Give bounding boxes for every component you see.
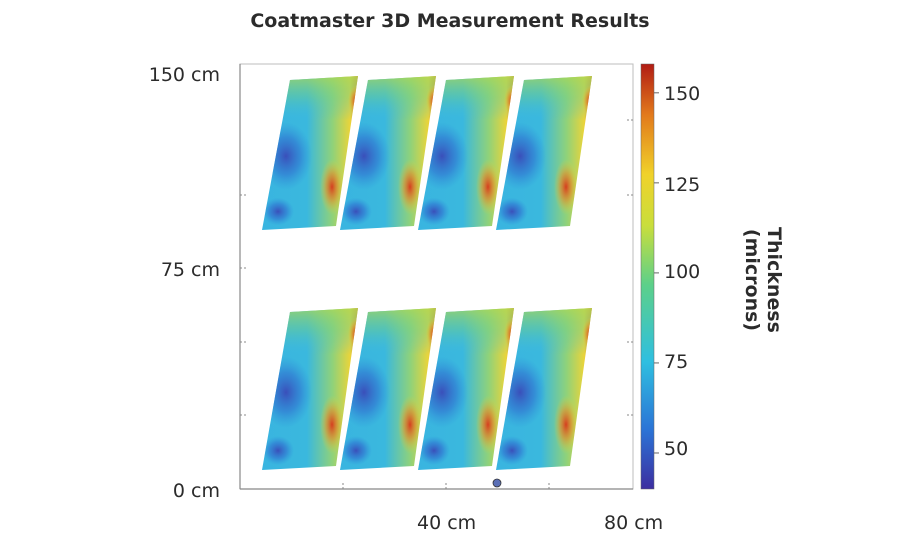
panel-layer	[262, 76, 592, 488]
colorbar-tick-50: 50	[664, 438, 689, 460]
plot-frame	[239, 63, 634, 490]
colorbar	[640, 63, 659, 490]
y-tick-label-75: 75 cm	[160, 259, 220, 281]
y-tick-label-0: 0 cm	[172, 480, 220, 502]
colorbar-tick-75: 75	[664, 351, 689, 373]
origin-marker	[492, 478, 502, 488]
y-tick-label-150: 150 cm	[148, 64, 220, 86]
x-tick-label-80: 80 cm	[604, 512, 664, 534]
chart-title: Coatmaster 3D Measurement Results	[250, 10, 650, 32]
colorbar-gradient	[640, 63, 655, 490]
colorbar-tick-100: 100	[664, 261, 701, 283]
colorbar-tick-150: 150	[664, 83, 701, 105]
x-tick-label-40: 40 cm	[417, 512, 477, 534]
colorbar-tick-125: 125	[664, 174, 701, 196]
